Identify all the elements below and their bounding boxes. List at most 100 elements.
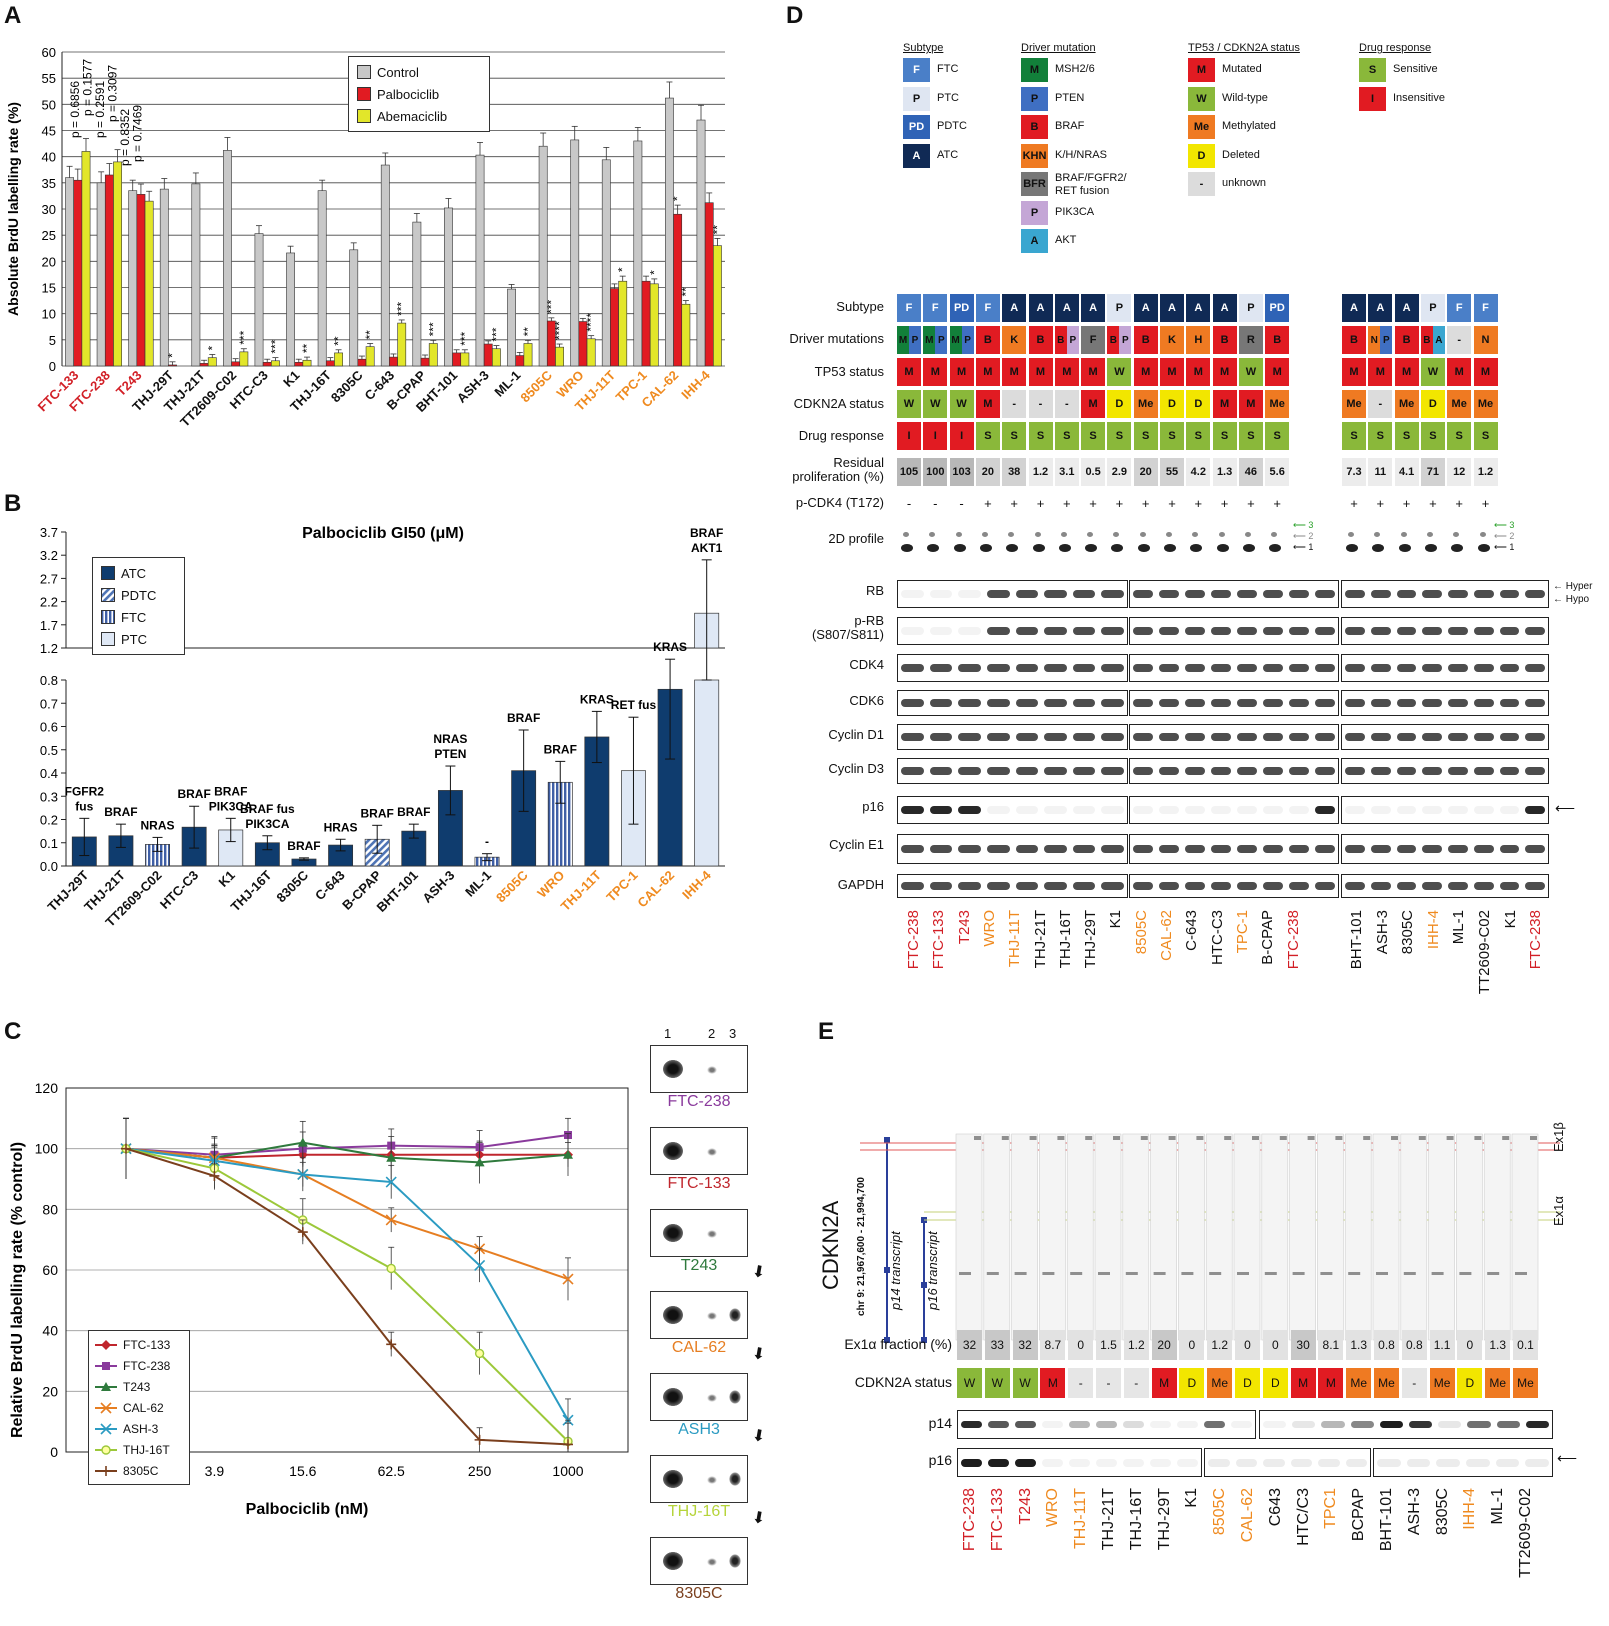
e-blot-band bbox=[1069, 1459, 1090, 1467]
b-ytick-label: 1.7 bbox=[40, 618, 58, 633]
d-legend-drug-label: Sensitive bbox=[1393, 63, 1438, 75]
d-cell-line-label: HTC-C3 bbox=[1208, 910, 1226, 965]
d-blot-band bbox=[1211, 664, 1231, 672]
b-xtick-label: WRO bbox=[534, 868, 567, 901]
d-legend-driver-swatch: M bbox=[1021, 58, 1048, 82]
d-legend-driver-label: PTEN bbox=[1055, 91, 1085, 104]
d-status-cell: M bbox=[1028, 358, 1053, 386]
d-status-cell: P bbox=[1107, 294, 1132, 322]
d-blot-band bbox=[1499, 806, 1520, 814]
d-status-cell: M bbox=[1342, 358, 1366, 386]
d-blot-band bbox=[1015, 590, 1039, 598]
d-status-cell: S bbox=[1420, 422, 1445, 450]
b-ytick-label: 3.2 bbox=[40, 548, 58, 563]
b-title: Palbociclib GI50 (μM) bbox=[302, 525, 464, 542]
d-blot-band bbox=[1345, 767, 1365, 775]
d-blot-band bbox=[1185, 767, 1205, 775]
chart-a-legend: Control Palbociclib Abemaciclib bbox=[348, 56, 490, 132]
legend-line-icon bbox=[95, 1381, 117, 1391]
d-blot-band bbox=[958, 767, 981, 775]
c-blot-spot bbox=[707, 1558, 717, 1566]
e-fraction-cell: 1.3 bbox=[1346, 1330, 1372, 1360]
arrow-icon: ⟵ bbox=[1557, 1450, 1578, 1466]
d-legend-tp53-swatch: Me bbox=[1188, 115, 1215, 139]
e-coverage-peak bbox=[1320, 1272, 1333, 1275]
d-blot-band bbox=[929, 590, 953, 598]
d-blot-box bbox=[1129, 617, 1339, 645]
legend-thj-16t: THJ-16T bbox=[95, 1439, 183, 1460]
d-blot-band bbox=[1525, 882, 1545, 890]
d-status-cell: A bbox=[1002, 294, 1027, 322]
e-cell-line-label: THJ-16T bbox=[1127, 1488, 1145, 1551]
e-coverage-peak bbox=[1181, 1272, 1194, 1275]
d-status-cell: M bbox=[949, 358, 974, 386]
d-status-cell: A bbox=[1394, 294, 1419, 322]
d-profile-arrow: ⟵ 2 bbox=[1293, 531, 1314, 541]
a-bar-control bbox=[444, 207, 453, 367]
c-2d-blot bbox=[650, 1291, 748, 1339]
d-blot-band bbox=[986, 699, 1010, 707]
d-blot-band bbox=[1237, 882, 1257, 890]
b-ytick-label: 0.1 bbox=[40, 836, 58, 851]
b-mutation-label: NRAS bbox=[141, 818, 175, 832]
e-coverage-peak bbox=[1502, 1136, 1510, 1140]
d-blot-band bbox=[1473, 806, 1494, 814]
d-blot-band bbox=[1448, 767, 1468, 775]
b-xtick-label: K1 bbox=[216, 868, 238, 890]
legend-line-icon bbox=[95, 1465, 117, 1476]
c-series-line bbox=[125, 1147, 569, 1443]
d-blot-band bbox=[1499, 767, 1520, 775]
d-blot-band bbox=[1370, 627, 1391, 635]
b-mutation-label: fus bbox=[75, 799, 93, 813]
b-mutation-label: AKT1 bbox=[691, 541, 723, 555]
d-blot-band bbox=[1499, 845, 1520, 853]
d-blot-band bbox=[986, 627, 1010, 635]
d-blot-band bbox=[1072, 664, 1096, 672]
legend-series-label: 8305C bbox=[123, 1463, 159, 1478]
legend-control: Control bbox=[357, 61, 481, 83]
e-coverage-peak bbox=[1292, 1272, 1305, 1275]
d-blot-band bbox=[1211, 845, 1231, 853]
e-cell-line-label: THJ-29T bbox=[1155, 1488, 1173, 1551]
d-blot-band bbox=[1422, 699, 1442, 707]
d-status-cell: K bbox=[1002, 326, 1027, 354]
d-residual-cell: 46 bbox=[1238, 458, 1263, 486]
d-cell-line-label: THJ-21T bbox=[1031, 910, 1049, 969]
d-legend-driver-swatch: KHN bbox=[1021, 143, 1048, 168]
b-mutation-label: PTEN bbox=[434, 747, 466, 761]
d-blot-band bbox=[1044, 664, 1067, 672]
d-pcdk4-mark: - bbox=[933, 496, 938, 511]
d-blot-band bbox=[1289, 699, 1309, 707]
d-blot-band bbox=[1396, 882, 1417, 890]
d-blot-band bbox=[1448, 845, 1468, 853]
b-ytick-label: 0.6 bbox=[40, 720, 58, 735]
d-status-cell: Me bbox=[1473, 390, 1498, 418]
d-status-cell: P bbox=[1238, 294, 1263, 322]
d-blot-band bbox=[1133, 845, 1153, 853]
a-bar-control bbox=[317, 190, 327, 367]
d-blot-band bbox=[1044, 767, 1067, 775]
a-bar-abemaciclib bbox=[618, 280, 628, 367]
legend-ftc: FTC bbox=[101, 606, 176, 628]
d-blot-band bbox=[1289, 767, 1309, 775]
c-blot-spot bbox=[663, 1060, 683, 1078]
c-point bbox=[297, 1168, 309, 1181]
d-blot-band bbox=[1473, 627, 1494, 635]
e-fraction-cell: 0 bbox=[1179, 1330, 1205, 1360]
c-point bbox=[297, 1137, 308, 1147]
e-coverage-track bbox=[1122, 1133, 1150, 1341]
e-coverage-peak bbox=[1168, 1136, 1176, 1140]
d-status-cell: F bbox=[897, 294, 921, 322]
d-status-cell: A bbox=[1342, 294, 1366, 322]
d-status-cell: M bbox=[1473, 358, 1498, 386]
a-significance-star: **** bbox=[553, 321, 567, 340]
d-profile-spot bbox=[1113, 532, 1120, 537]
a-significance-star: *** bbox=[426, 322, 440, 336]
c-point bbox=[385, 1214, 397, 1226]
e-blot-band bbox=[1290, 1459, 1312, 1467]
d-status-cell: S bbox=[1447, 422, 1472, 450]
legend-series-label: FTC-133 bbox=[123, 1337, 171, 1352]
d-blot-band bbox=[1345, 882, 1365, 890]
d-blot-band bbox=[1525, 627, 1545, 635]
d-cell-line-label: TPC-1 bbox=[1233, 910, 1251, 954]
